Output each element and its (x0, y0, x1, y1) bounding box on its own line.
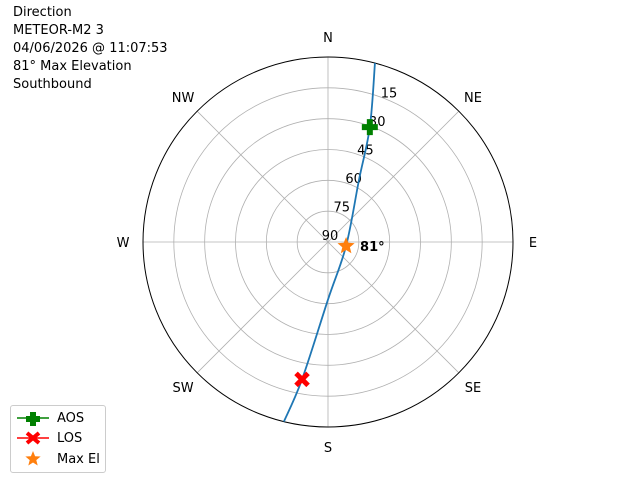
aos-marker (361, 119, 378, 136)
grid-spoke (196, 110, 329, 243)
plot-title: Direction METEOR-M2 3 04/06/2026 @ 11:07… (13, 4, 168, 94)
legend: AOS LOS Max El (10, 405, 106, 473)
star-icon (25, 451, 41, 466)
legend-label-los: LOS (57, 430, 83, 446)
angle-label: NE (464, 91, 482, 106)
angle-label: S (324, 441, 332, 456)
x-icon (17, 431, 49, 445)
los-marker (294, 371, 310, 388)
radial-tick-label: 90 (322, 229, 339, 244)
pass-time: 04/06/2026 @ 11:07:53 (13, 41, 168, 56)
legend-item-los: LOS (17, 428, 82, 448)
outer-spine (142, 56, 514, 428)
angle-label: W (117, 236, 130, 251)
radial-tick-label: 75 (334, 201, 351, 216)
angle-label: SW (172, 381, 193, 396)
angle-label: NW (172, 91, 195, 106)
grid-spoke (196, 241, 329, 374)
angle-label: SE (465, 381, 481, 396)
legend-item-max-el: Max El (17, 449, 100, 469)
angle-label: N (323, 31, 333, 46)
grid-spoke (327, 241, 460, 374)
max-elevation-annotation: 81° (360, 240, 385, 255)
satellite-name: METEOR-M2 3 (13, 23, 104, 38)
plus-icon (17, 412, 49, 426)
grid-spoke (327, 110, 460, 243)
radial-tick-label: 15 (381, 87, 398, 102)
direction-text: Southbound (13, 77, 92, 92)
max-el-marker (337, 237, 355, 254)
title-line: Direction (13, 5, 72, 20)
legend-label-aos: AOS (57, 410, 85, 426)
legend-label-max-el: Max El (57, 451, 100, 467)
legend-item-aos: AOS (17, 408, 84, 428)
angle-label: E (529, 236, 537, 251)
max-elevation-text: 81° Max Elevation (13, 59, 132, 74)
